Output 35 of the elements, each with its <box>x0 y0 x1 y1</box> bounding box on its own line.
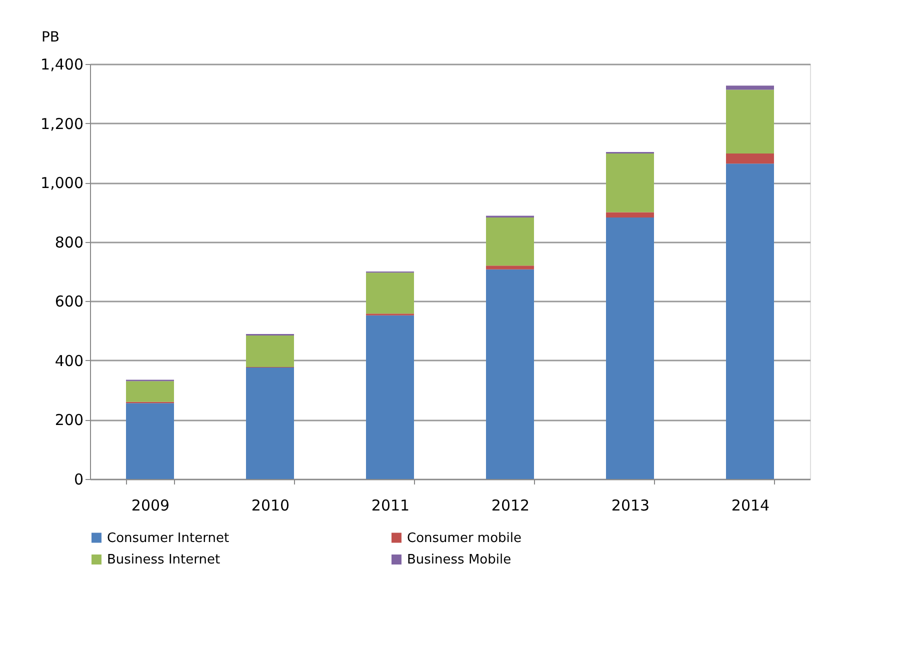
y-tick-label: 200 <box>54 411 84 430</box>
bar <box>726 164 774 479</box>
bar <box>726 86 774 90</box>
legend-label: Business Mobile <box>407 552 512 568</box>
y-tick-label: 0 <box>74 470 84 488</box>
x-tick-label: 2012 <box>491 496 530 514</box>
bar <box>726 90 774 154</box>
bar <box>486 266 534 270</box>
bar <box>606 154 654 212</box>
y-axis-title: PB <box>41 30 60 46</box>
x-tick-label: 2014 <box>731 496 770 514</box>
x-tick-label: 2013 <box>611 496 650 514</box>
legend-label: Business Internet <box>107 552 220 568</box>
legend-label: Consumer Internet <box>107 530 230 546</box>
y-tick-label: 800 <box>54 233 84 252</box>
bar <box>606 212 654 218</box>
y-tick-label: 600 <box>54 292 84 311</box>
bar <box>126 381 174 402</box>
y-tick-label: 1,400 <box>40 56 84 74</box>
y-tick-label: 1,200 <box>40 114 84 133</box>
y-tick-label: 400 <box>54 352 84 370</box>
bar <box>246 368 294 479</box>
bar <box>366 315 414 479</box>
bar <box>606 218 654 479</box>
legend-label: Consumer mobile <box>407 530 522 546</box>
x-tick-label: 2010 <box>251 496 290 514</box>
y-tick-label: 1,000 <box>40 174 84 192</box>
x-tick-label: 2009 <box>131 496 170 514</box>
x-tick-label: 2011 <box>371 496 410 514</box>
bar <box>486 218 534 266</box>
bar <box>726 154 774 164</box>
bar <box>486 269 534 479</box>
bar <box>126 403 174 479</box>
bar <box>366 272 414 314</box>
bar <box>246 336 294 367</box>
